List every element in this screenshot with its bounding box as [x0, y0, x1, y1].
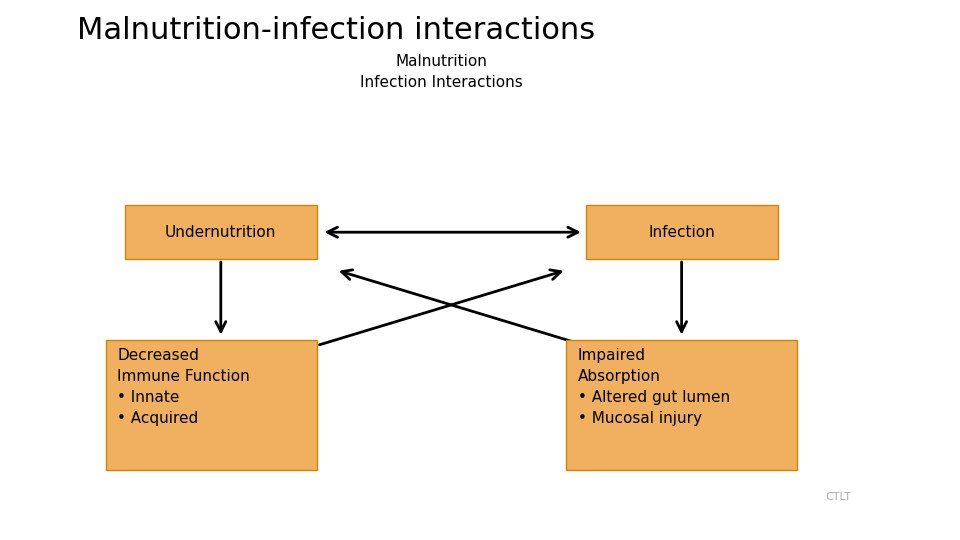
FancyBboxPatch shape — [125, 205, 317, 259]
Text: Malnutrition
Infection Interactions: Malnutrition Infection Interactions — [360, 54, 523, 90]
Text: CTLT: CTLT — [826, 492, 852, 502]
Text: Decreased
Immune Function
• Innate
• Acquired: Decreased Immune Function • Innate • Acq… — [117, 348, 250, 426]
FancyBboxPatch shape — [566, 340, 797, 470]
Text: Undernutrition: Undernutrition — [165, 225, 276, 240]
FancyBboxPatch shape — [586, 205, 778, 259]
Text: Infection: Infection — [648, 225, 715, 240]
FancyBboxPatch shape — [106, 340, 317, 470]
Text: Impaired
Absorption
• Altered gut lumen
• Mucosal injury: Impaired Absorption • Altered gut lumen … — [578, 348, 730, 426]
Text: Malnutrition-infection interactions: Malnutrition-infection interactions — [77, 16, 595, 45]
